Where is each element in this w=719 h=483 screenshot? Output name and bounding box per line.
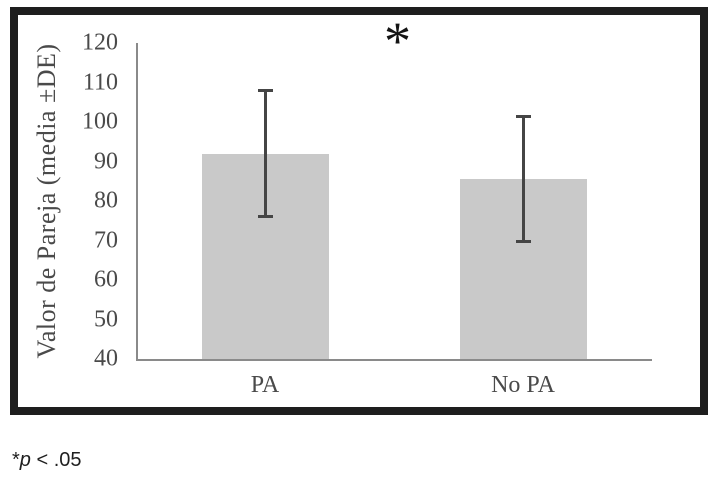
error-bar-cap bbox=[257, 214, 273, 218]
y-axis-line bbox=[136, 43, 138, 361]
y-tick-label: 100 bbox=[82, 108, 118, 135]
significance-asterisk: * bbox=[384, 11, 411, 71]
y-tick-label: 110 bbox=[82, 69, 118, 96]
y-tick-label: 70 bbox=[94, 227, 118, 254]
x-axis-line bbox=[136, 359, 652, 361]
error-bar-cap bbox=[515, 240, 531, 244]
significance-footnote: *p < .05 bbox=[12, 449, 82, 472]
footnote-comparison-text: < .05 bbox=[30, 449, 82, 471]
figure-border: * bbox=[10, 7, 708, 415]
error-bar bbox=[521, 116, 525, 243]
y-tick-label: 40 bbox=[94, 345, 118, 372]
y-tick-label: 80 bbox=[94, 187, 118, 214]
y-tick-label: 120 bbox=[82, 29, 118, 56]
error-bar-cap bbox=[257, 89, 273, 93]
x-category-label: PA bbox=[250, 372, 280, 398]
x-category-label: No PA bbox=[491, 372, 555, 398]
y-tick-label: 90 bbox=[94, 148, 118, 175]
error-bar bbox=[263, 90, 267, 217]
footnote-asterisk: * bbox=[12, 449, 20, 471]
error-bar-cap bbox=[515, 115, 531, 119]
y-tick-label: 50 bbox=[94, 306, 118, 333]
footnote-p-symbol: p bbox=[19, 449, 31, 471]
y-tick-label: 60 bbox=[94, 266, 118, 293]
